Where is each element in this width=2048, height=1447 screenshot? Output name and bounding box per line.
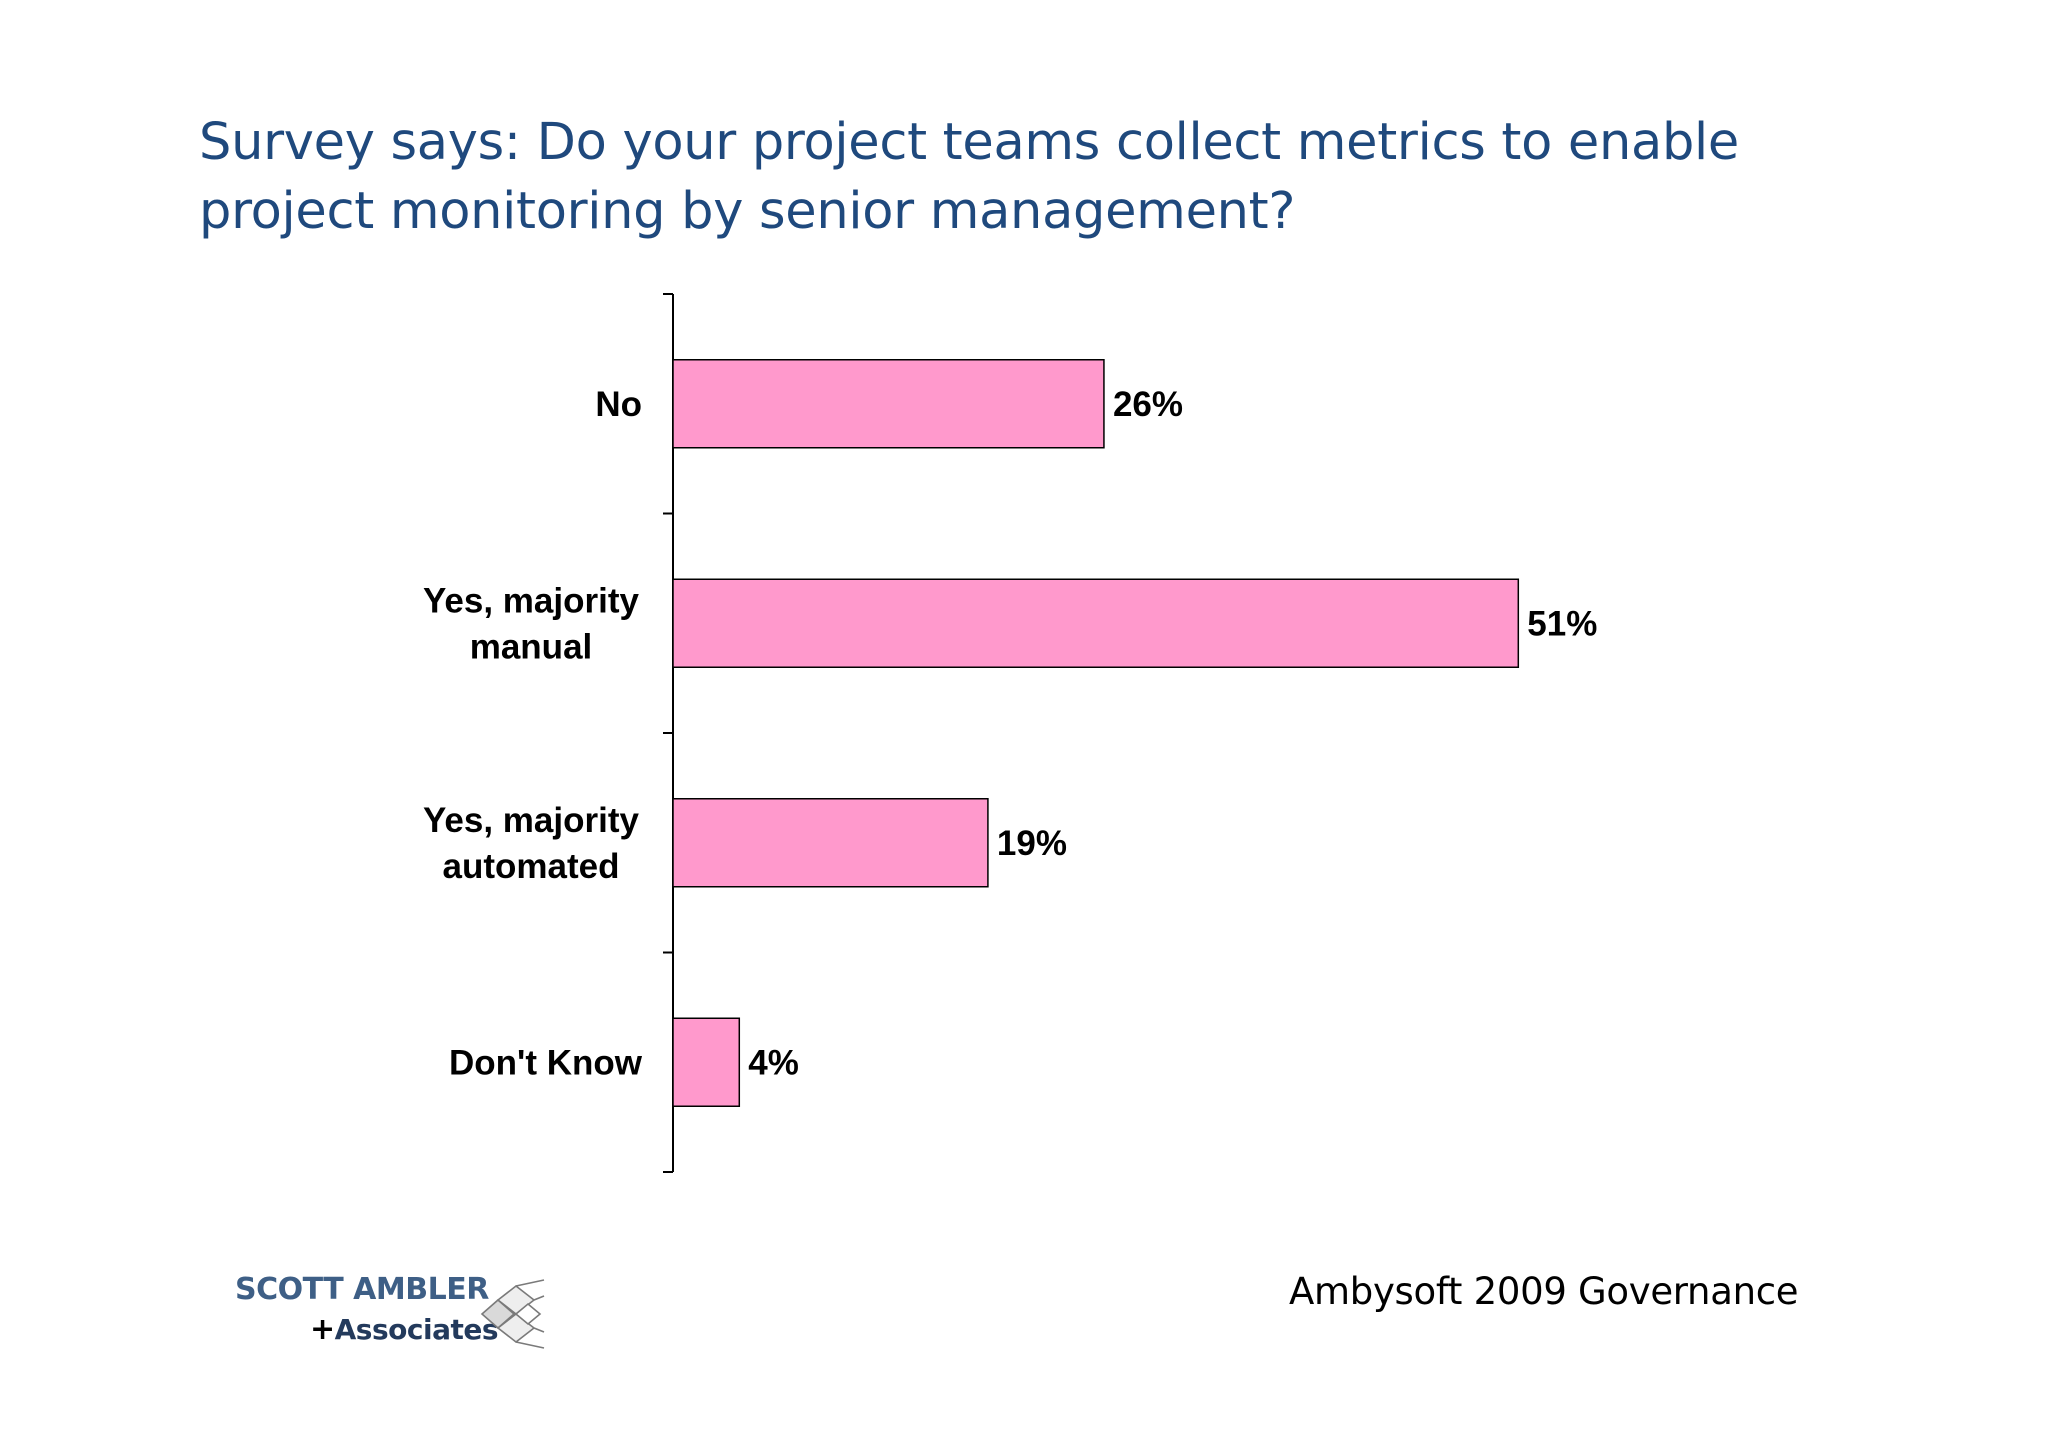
title-line-1: Survey says: Do your project teams colle… bbox=[199, 113, 1739, 172]
bar-value-label: 19% bbox=[997, 824, 1067, 863]
source-footer: Ambysoft 2009 Governance bbox=[1289, 1270, 1799, 1313]
bar bbox=[672, 359, 1105, 449]
bar-value-label: 51% bbox=[1527, 604, 1597, 643]
category-label: No bbox=[595, 385, 642, 424]
page-title: Survey says: Do your project teams colle… bbox=[199, 108, 1759, 246]
bar bbox=[672, 578, 1520, 668]
bar bbox=[672, 798, 989, 888]
bar-chart: 26% No 51% Yes, majority manual 19% Yes, major… bbox=[423, 293, 1597, 1173]
bar bbox=[672, 1017, 741, 1107]
logo-diamond-mark-icon bbox=[480, 1279, 545, 1349]
category-label: automated bbox=[443, 847, 620, 886]
logo-text-line-2: +Associates bbox=[310, 1312, 499, 1347]
company-logo: SCOTT AMBLER +Associates bbox=[232, 1272, 552, 1362]
category-label: Yes, majority bbox=[423, 801, 639, 840]
title-line-2: project monitoring by senior management? bbox=[199, 182, 1296, 241]
bar-value-label: 4% bbox=[748, 1043, 799, 1082]
logo-associates: Associates bbox=[334, 1313, 499, 1346]
category-label: manual bbox=[470, 627, 593, 666]
bar-value-label: 26% bbox=[1113, 385, 1183, 424]
category-label: Yes, majority bbox=[423, 581, 639, 620]
category-label: Don't Know bbox=[449, 1043, 643, 1082]
logo-text-line-1: SCOTT AMBLER bbox=[235, 1272, 489, 1307]
logo-plus: + bbox=[310, 1312, 335, 1347]
